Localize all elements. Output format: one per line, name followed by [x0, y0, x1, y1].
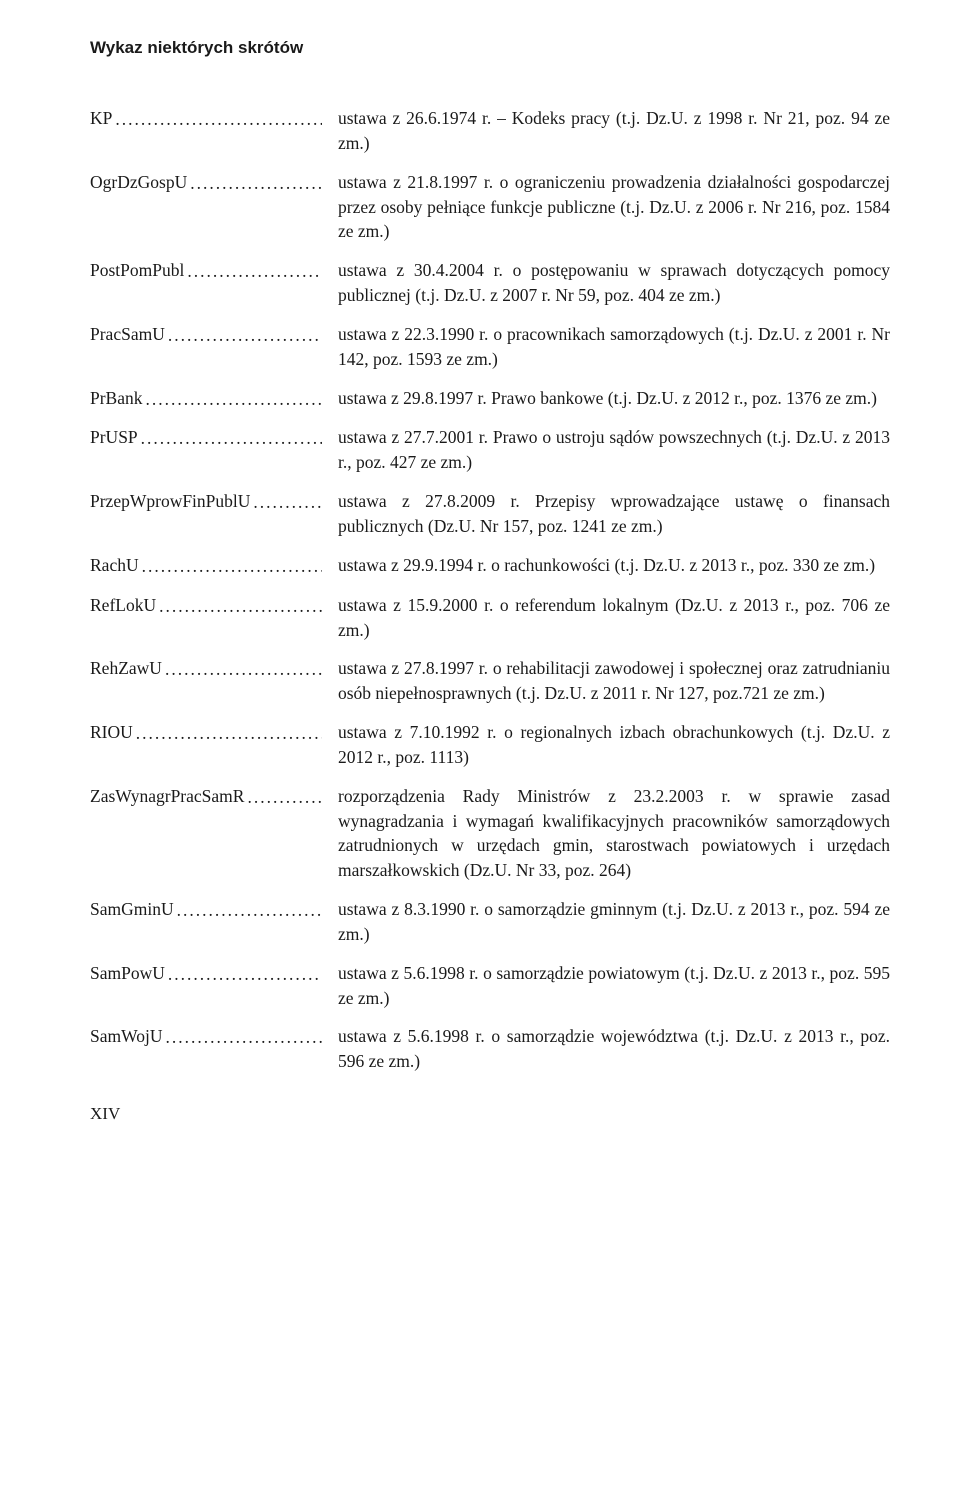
abbreviation-column: PrBank .................................… [90, 386, 322, 412]
abbreviation-column: RachU ..................................… [90, 553, 322, 579]
description-column: ustawa z 29.9.1994 r. o rachunkowości (t… [322, 553, 890, 579]
abbreviation-entry: RehZawU ................................… [90, 656, 890, 706]
abbreviation-text: RehZawU [90, 656, 165, 681]
abbreviation-entry: OgrDzGospU .............................… [90, 170, 890, 245]
page-container: Wykaz niektórych skrótów KP ............… [0, 0, 960, 1166]
abbreviation-column: KP .....................................… [90, 106, 322, 156]
abbreviation-text: SamWojU [90, 1024, 165, 1049]
abbreviation-text: PrUSP [90, 425, 141, 450]
abbreviation-entry: KP .....................................… [90, 106, 890, 156]
abbreviation-entry: RefLokU ................................… [90, 593, 890, 643]
description-column: ustawa z 5.6.1998 r. o samorządzie wojew… [322, 1024, 890, 1074]
abbreviation-column: OgrDzGospU .............................… [90, 170, 322, 245]
description-column: ustawa z 29.8.1997 r. Prawo bankowe (t.j… [322, 386, 890, 412]
abbreviation-column: PrzepWprowFinPublU .....................… [90, 489, 322, 539]
leader-dots: ........................................… [187, 258, 322, 284]
description-column: ustawa z 30.4.2004 r. o postępowaniu w s… [322, 258, 890, 308]
abbreviation-column: RIOU ...................................… [90, 720, 322, 770]
description-column: ustawa z 21.8.1997 r. o ograniczeniu pro… [322, 170, 890, 245]
description-column: ustawa z 22.3.1990 r. o pracownikach sam… [322, 322, 890, 372]
leader-dots: ........................................… [253, 489, 322, 515]
abbreviation-text: OgrDzGospU [90, 170, 190, 195]
leader-dots: ........................................… [146, 386, 323, 412]
abbreviation-text: RefLokU [90, 593, 159, 618]
abbreviation-column: SamGminU ...............................… [90, 897, 322, 947]
abbreviation-column: PracSamU ...............................… [90, 322, 322, 372]
abbreviation-entry: ZasWynagrPracSamR ......................… [90, 784, 890, 883]
abbreviation-column: ZasWynagrPracSamR ......................… [90, 784, 322, 883]
description-column: ustawa z 15.9.2000 r. o referendum lokal… [322, 593, 890, 643]
abbreviation-text: PrBank [90, 386, 146, 411]
abbreviation-entry: SamGminU ...............................… [90, 897, 890, 947]
abbreviation-text: PracSamU [90, 322, 168, 347]
abbreviation-column: PrUSP ..................................… [90, 425, 322, 475]
abbreviation-column: SamPowU ................................… [90, 961, 322, 1011]
abbreviation-text: RIOU [90, 720, 136, 745]
leader-dots: ........................................… [165, 1024, 322, 1050]
abbreviation-text: KP [90, 106, 115, 131]
description-column: ustawa z 5.6.1998 r. o samorządzie powia… [322, 961, 890, 1011]
abbreviation-column: SamWojU ................................… [90, 1024, 322, 1074]
abbreviation-text: PostPomPubl [90, 258, 187, 283]
leader-dots: ........................................… [247, 784, 322, 810]
description-column: ustawa z 7.10.1992 r. o regionalnych izb… [322, 720, 890, 770]
description-column: rozporządzenia Rady Ministrów z 23.2.200… [322, 784, 890, 883]
description-column: ustawa z 27.8.2009 r. Przepisy wprowadza… [322, 489, 890, 539]
description-column: ustawa z 8.3.1990 r. o samorządzie gminn… [322, 897, 890, 947]
leader-dots: ........................................… [190, 170, 322, 196]
abbreviation-entry: RachU ..................................… [90, 553, 890, 579]
abbreviation-text: RachU [90, 553, 142, 578]
abbreviation-entry: PrBank .................................… [90, 386, 890, 412]
abbreviation-entry: PrUSP ..................................… [90, 425, 890, 475]
leader-dots: ........................................… [165, 656, 322, 682]
leader-dots: ........................................… [177, 897, 322, 923]
leader-dots: ........................................… [168, 961, 322, 987]
leader-dots: ........................................… [115, 106, 322, 132]
abbreviation-entry: SamWojU ................................… [90, 1024, 890, 1074]
leader-dots: ........................................… [142, 553, 322, 579]
abbreviation-entry: PostPomPubl ............................… [90, 258, 890, 308]
description-column: ustawa z 27.8.1997 r. o rehabilitacji za… [322, 656, 890, 706]
page-number: XIV [90, 1104, 890, 1124]
abbreviation-text: PrzepWprowFinPublU [90, 489, 253, 514]
abbreviation-text: SamGminU [90, 897, 177, 922]
leader-dots: ........................................… [141, 425, 322, 451]
abbreviation-entry: RIOU ...................................… [90, 720, 890, 770]
abbreviation-column: RefLokU ................................… [90, 593, 322, 643]
leader-dots: ........................................… [168, 322, 322, 348]
page-header: Wykaz niektórych skrótów [90, 38, 890, 58]
abbreviation-column: PostPomPubl ............................… [90, 258, 322, 308]
abbreviation-column: RehZawU ................................… [90, 656, 322, 706]
abbreviation-entry: PrzepWprowFinPublU .....................… [90, 489, 890, 539]
abbreviation-text: SamPowU [90, 961, 168, 986]
leader-dots: ........................................… [159, 593, 322, 619]
description-column: ustawa z 26.6.1974 r. – Kodeks pracy (t.… [322, 106, 890, 156]
abbreviation-text: ZasWynagrPracSamR [90, 784, 247, 809]
abbreviation-entry: PracSamU ...............................… [90, 322, 890, 372]
abbreviation-entry: SamPowU ................................… [90, 961, 890, 1011]
abbreviation-list: KP .....................................… [90, 106, 890, 1074]
description-column: ustawa z 27.7.2001 r. Prawo o ustroju są… [322, 425, 890, 475]
leader-dots: ........................................… [136, 720, 322, 746]
